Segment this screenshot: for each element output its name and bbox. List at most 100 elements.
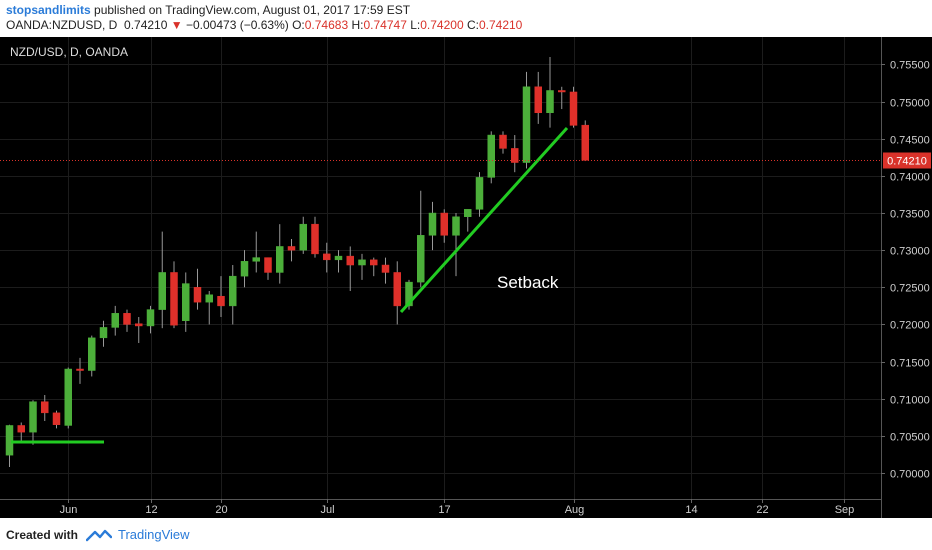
- candle[interactable]: [158, 231, 166, 329]
- candle[interactable]: [511, 135, 519, 173]
- candle[interactable]: [428, 201, 437, 251]
- author-link[interactable]: stopsandlimits: [6, 3, 91, 17]
- candle-body: [135, 323, 143, 327]
- candle[interactable]: [52, 410, 61, 429]
- candle-body: [299, 223, 307, 251]
- candle[interactable]: [464, 209, 472, 232]
- candle[interactable]: [475, 172, 484, 217]
- last-price: 0.74210: [124, 18, 168, 32]
- time-tick-label: Jun: [60, 504, 78, 516]
- candle[interactable]: [88, 335, 96, 377]
- candle-body: [123, 313, 131, 325]
- candle-body: [440, 212, 448, 236]
- candle-body: [229, 275, 237, 307]
- candle[interactable]: [111, 305, 119, 336]
- candle[interactable]: [240, 250, 249, 288]
- candle[interactable]: [334, 250, 343, 273]
- candle[interactable]: [370, 257, 378, 277]
- uptrend-line[interactable]: [399, 126, 569, 314]
- candle[interactable]: [558, 86, 566, 110]
- candle[interactable]: [381, 257, 390, 284]
- last-price-marker: 0.74210: [0, 152, 931, 169]
- candle[interactable]: [123, 309, 131, 332]
- candle[interactable]: [499, 131, 507, 154]
- last-price-badge-text: 0.74210: [887, 156, 927, 168]
- candle[interactable]: [323, 242, 331, 273]
- candle[interactable]: [276, 224, 284, 284]
- candle[interactable]: [264, 257, 272, 280]
- chart-area[interactable]: 0.70000 0.70500 0.71000 0.71500 0.72000 0.725…: [0, 37, 932, 518]
- header-published-line: stopsandlimits published on TradingView.…: [6, 3, 410, 17]
- candle[interactable]: [76, 357, 84, 384]
- price-tick-label: 0.71000: [890, 395, 930, 407]
- candle[interactable]: [182, 272, 190, 332]
- candle-body: [534, 86, 542, 114]
- candle[interactable]: [346, 246, 354, 292]
- candlestick-chart[interactable]: 0.70000 0.70500 0.71000 0.71500 0.72000 0.725…: [0, 37, 932, 518]
- candle-body: [381, 264, 390, 273]
- footer: Created with TradingView: [6, 527, 190, 542]
- candle[interactable]: [205, 291, 213, 325]
- price-tick-label: 0.75500: [890, 60, 930, 72]
- candle-body: [428, 212, 437, 236]
- candle-body: [52, 412, 61, 425]
- candle-body: [393, 272, 401, 307]
- created-with-label: Created with: [6, 527, 79, 542]
- candle-body: [499, 134, 507, 149]
- candle[interactable]: [135, 317, 143, 344]
- candle[interactable]: [170, 261, 178, 329]
- candle[interactable]: [41, 395, 49, 422]
- candle-body: [581, 124, 589, 161]
- candle[interactable]: [487, 131, 495, 184]
- candle[interactable]: [546, 57, 554, 128]
- candle[interactable]: [29, 400, 37, 445]
- candle[interactable]: [229, 265, 237, 325]
- candle-body: [475, 177, 484, 210]
- candle[interactable]: [358, 253, 366, 280]
- candle[interactable]: [393, 261, 401, 325]
- candle-body: [558, 90, 566, 93]
- price-tick-label: 0.74000: [890, 172, 930, 184]
- candle[interactable]: [99, 320, 108, 347]
- candle-body: [323, 253, 331, 261]
- price-axis: 0.70000 0.70500 0.71000 0.71500 0.72000 0.725…: [881, 60, 930, 481]
- candle-body: [5, 425, 14, 456]
- candle[interactable]: [287, 239, 296, 262]
- candle[interactable]: [522, 71, 531, 169]
- candle-body: [346, 255, 354, 266]
- candle-body: [452, 216, 460, 236]
- price-tick-label: 0.73000: [890, 246, 930, 258]
- symbol-label: OANDA:NZDUSD, D: [6, 18, 118, 32]
- grid-lines: [0, 37, 881, 499]
- candle-body: [417, 235, 425, 283]
- time-tick-label: Aug: [565, 504, 585, 516]
- candle[interactable]: [217, 276, 225, 318]
- candle[interactable]: [252, 231, 260, 273]
- change-value: −0.00473 (−0.63%): [185, 18, 289, 32]
- price-tick-label: 0.72500: [890, 283, 930, 295]
- candle-body: [276, 246, 284, 273]
- candle[interactable]: [299, 216, 307, 254]
- candle-body: [64, 368, 72, 426]
- candle-body: [511, 148, 519, 163]
- candle[interactable]: [17, 422, 25, 444]
- candle[interactable]: [534, 71, 542, 124]
- candle-body: [569, 91, 578, 126]
- candle-body: [41, 401, 49, 414]
- candle[interactable]: [193, 268, 202, 310]
- candle-body: [205, 294, 213, 303]
- candle[interactable]: [452, 213, 460, 277]
- price-tick-label: 0.75000: [890, 98, 930, 110]
- time-tick-label: 14: [685, 504, 697, 516]
- candle[interactable]: [64, 367, 72, 429]
- candle[interactable]: [417, 190, 425, 288]
- tradingview-brand-link[interactable]: TradingView: [118, 527, 190, 542]
- candle[interactable]: [311, 216, 319, 258]
- candle[interactable]: [146, 305, 155, 334]
- candle-body: [146, 309, 155, 327]
- candle[interactable]: [440, 209, 448, 243]
- candle[interactable]: [5, 424, 14, 468]
- candle[interactable]: [581, 120, 589, 162]
- ohlc-high-label: H:: [351, 18, 364, 32]
- candle[interactable]: [569, 86, 578, 128]
